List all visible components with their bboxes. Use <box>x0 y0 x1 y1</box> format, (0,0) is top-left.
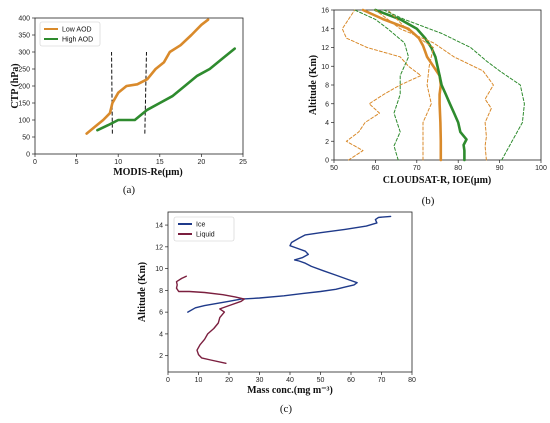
y-tick-label: 12 <box>155 244 163 251</box>
x-tick-label: 50 <box>330 165 338 172</box>
x-axis-label: Mass conc.(mg m⁻³) <box>247 385 333 396</box>
y-tick-label: 250 <box>18 67 30 74</box>
y-tick-label: 400 <box>18 16 30 23</box>
x-tick-label: 0 <box>33 159 37 166</box>
y-tick-label: 8 <box>325 83 329 90</box>
y-tick-label: 12 <box>321 45 329 52</box>
x-tick-label: 40 <box>286 377 294 384</box>
series-line-6 <box>383 9 525 161</box>
series-line-1 <box>96 47 236 132</box>
y-tick-label: 14 <box>321 26 329 33</box>
x-tick-label: 10 <box>195 377 203 384</box>
y-tick-label: 2 <box>159 353 163 360</box>
y-tick-label: 16 <box>321 8 329 15</box>
dashed-reference-line <box>144 51 147 134</box>
x-tick-label: 60 <box>372 165 380 172</box>
x-tick-label: 100 <box>535 165 547 172</box>
legend-label: High AOD <box>62 37 93 44</box>
x-tick-label: 10 <box>114 159 122 166</box>
legend-label: Low AOD <box>62 27 92 34</box>
series-line-3 <box>387 9 434 161</box>
y-tick-label: 0 <box>325 158 329 165</box>
series-line-4 <box>374 9 494 161</box>
dashed-reference-line <box>111 51 113 134</box>
series-line-0 <box>85 18 210 135</box>
y-axis-label: CTP (hPa) <box>10 63 21 108</box>
x-tick-label: 5 <box>75 159 79 166</box>
y-tick-label: 6 <box>159 310 163 317</box>
y-tick-label: 0 <box>26 152 30 159</box>
y-tick-label: 6 <box>325 101 329 108</box>
y-axis-label: Altitude (Km) <box>137 262 148 322</box>
y-tick-label: 150 <box>18 101 30 108</box>
series-line-1 <box>374 8 468 162</box>
x-tick-label: 20 <box>198 159 206 166</box>
series-line-2 <box>341 9 422 161</box>
x-tick-label: 60 <box>347 377 355 384</box>
panel-label: (a) <box>123 184 136 196</box>
x-tick-label: 0 <box>166 377 170 384</box>
x-tick-label: 80 <box>454 165 462 172</box>
y-tick-label: 10 <box>321 64 329 71</box>
y-tick-label: 14 <box>155 223 163 230</box>
y-axis-label: Altitude (Km) <box>308 55 319 115</box>
series-line-0 <box>361 8 443 162</box>
series-line-5 <box>354 9 409 161</box>
y-tick-label: 50 <box>22 135 30 142</box>
x-tick-label: 70 <box>378 377 386 384</box>
x-tick-label: 25 <box>239 159 247 166</box>
panel-label: (b) <box>422 195 435 207</box>
x-tick-label: 20 <box>225 377 233 384</box>
y-tick-label: 4 <box>159 331 163 338</box>
y-tick-label: 10 <box>155 266 163 273</box>
chart-panel-2: 0 10 20 30 40 50 60 70 80 2 4 6 8 10 12 14 Ice Liquid Mass… <box>137 211 416 415</box>
legend-label: Ice <box>196 222 205 229</box>
panel-label: (c) <box>280 403 293 415</box>
y-tick-label: 2 <box>325 139 329 146</box>
y-tick-label: 4 <box>325 120 329 127</box>
y-tick-label: 100 <box>18 118 30 125</box>
x-tick-label: 70 <box>413 165 421 172</box>
chart-panel-1: 50 60 70 80 90 100 0 2 4 6 8 10 12 14 16 CLOUDSAT-R, IO… <box>308 8 547 208</box>
y-tick-label: 300 <box>18 50 30 57</box>
series-line-1 <box>175 275 246 364</box>
x-tick-label: 90 <box>496 165 504 172</box>
legend-label: Liquid <box>196 232 215 239</box>
y-tick-label: 350 <box>18 33 30 40</box>
x-tick-label: 30 <box>256 377 264 384</box>
x-axis-label: MODIS-Re(μm) <box>113 167 183 178</box>
y-tick-label: 8 <box>159 288 163 295</box>
x-tick-label: 80 <box>408 377 416 384</box>
plot-frame <box>333 9 542 161</box>
x-tick-label: 50 <box>317 377 325 384</box>
x-tick-label: 15 <box>156 159 164 166</box>
y-tick-label: 200 <box>18 84 30 91</box>
series-line-0 <box>187 215 392 313</box>
x-axis-label: CLOUDSAT-R, IOE(μm) <box>383 175 491 186</box>
